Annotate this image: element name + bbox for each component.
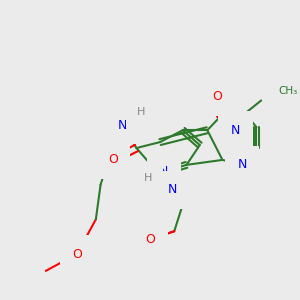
Text: N: N [238,158,247,171]
Text: N: N [118,119,127,132]
Text: H: H [137,107,146,117]
Text: N: N [231,124,240,137]
Text: O: O [108,153,118,167]
Text: H: H [144,173,152,183]
Text: CH₃: CH₃ [278,85,297,96]
Text: N: N [168,183,177,196]
Text: N: N [159,165,169,178]
Text: O: O [146,233,156,246]
Text: O: O [212,90,222,103]
Text: O: O [72,248,82,260]
